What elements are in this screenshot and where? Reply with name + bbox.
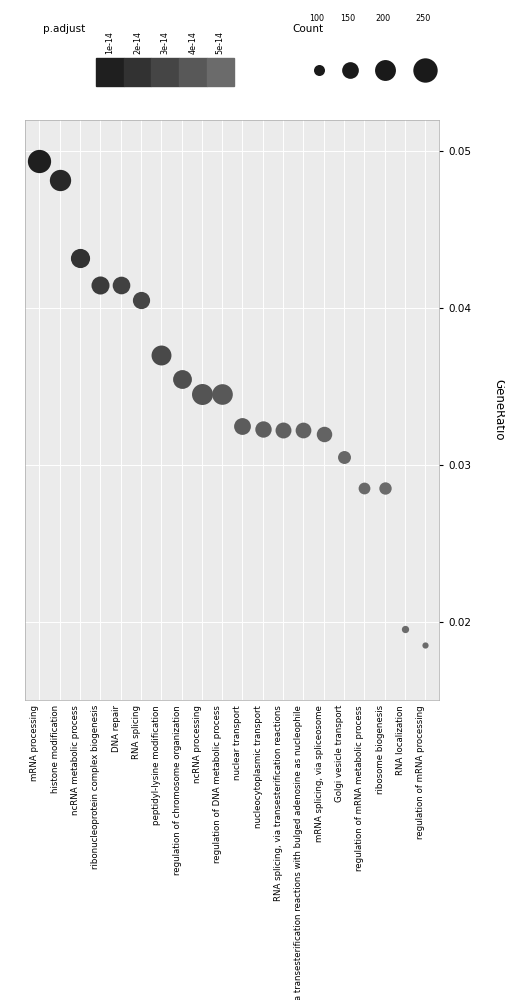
Text: ribonucleoprotein complex biogenesis: ribonucleoprotein complex biogenesis bbox=[91, 705, 100, 869]
Point bbox=[238, 418, 246, 434]
Point bbox=[117, 277, 125, 293]
FancyBboxPatch shape bbox=[124, 58, 152, 86]
Point bbox=[380, 480, 388, 496]
Text: 5e-14: 5e-14 bbox=[216, 31, 225, 54]
Text: RNA splicing, via transesterification reactions: RNA splicing, via transesterification re… bbox=[274, 705, 283, 901]
Point bbox=[259, 421, 267, 437]
Point bbox=[320, 426, 328, 442]
Text: 250: 250 bbox=[416, 14, 431, 23]
Text: Count: Count bbox=[292, 24, 323, 34]
FancyBboxPatch shape bbox=[152, 58, 179, 86]
Text: DNA repair: DNA repair bbox=[112, 705, 121, 752]
Text: nuclear transport: nuclear transport bbox=[233, 705, 242, 780]
Text: RNA localization: RNA localization bbox=[396, 705, 405, 775]
Text: peptidyl-lysine modification: peptidyl-lysine modification bbox=[152, 705, 161, 825]
Point bbox=[198, 386, 206, 402]
Point bbox=[340, 449, 348, 465]
Text: 150: 150 bbox=[340, 14, 355, 23]
Text: mRNA processing: mRNA processing bbox=[30, 705, 39, 781]
Point bbox=[218, 386, 226, 402]
Text: Golgi vesicle transport: Golgi vesicle transport bbox=[335, 705, 344, 802]
Point bbox=[178, 371, 186, 387]
Text: ncRNA processing: ncRNA processing bbox=[193, 705, 202, 783]
Text: histone modification: histone modification bbox=[51, 705, 60, 793]
Text: ribosome biogenesis: ribosome biogenesis bbox=[376, 705, 384, 794]
Text: ncRNA metabolic process: ncRNA metabolic process bbox=[71, 705, 80, 815]
Point bbox=[56, 172, 64, 188]
Text: 3e-14: 3e-14 bbox=[161, 31, 170, 54]
Text: 100: 100 bbox=[309, 14, 324, 23]
Text: p.adjust: p.adjust bbox=[43, 24, 85, 34]
Point bbox=[279, 422, 287, 438]
Text: RNA splicing, via transesterification reactions with bulged adenosine as nucleop: RNA splicing, via transesterification re… bbox=[294, 705, 304, 1000]
Point bbox=[299, 422, 308, 438]
Text: RNA splicing: RNA splicing bbox=[132, 705, 141, 759]
FancyBboxPatch shape bbox=[96, 58, 124, 86]
Y-axis label: GeneRatio: GeneRatio bbox=[492, 379, 505, 441]
Point bbox=[35, 153, 43, 169]
Point bbox=[137, 292, 145, 308]
Point bbox=[157, 347, 165, 363]
Text: 2e-14: 2e-14 bbox=[133, 31, 142, 54]
Text: regulation of DNA metabolic process: regulation of DNA metabolic process bbox=[213, 705, 222, 863]
Text: regulation of mRNA processing: regulation of mRNA processing bbox=[416, 705, 425, 839]
Point bbox=[96, 277, 105, 293]
Text: regulation of chromosome organization: regulation of chromosome organization bbox=[173, 705, 182, 875]
Text: mRNA splicing, via spliceosome: mRNA splicing, via spliceosome bbox=[315, 705, 324, 842]
Text: 200: 200 bbox=[375, 14, 390, 23]
Point bbox=[421, 637, 429, 653]
FancyBboxPatch shape bbox=[207, 58, 234, 86]
Text: nucleocytoplasmic transport: nucleocytoplasmic transport bbox=[254, 705, 263, 828]
Text: 4e-14: 4e-14 bbox=[188, 31, 197, 54]
Point bbox=[76, 250, 84, 266]
Text: regulation of mRNA metabolic process: regulation of mRNA metabolic process bbox=[355, 705, 364, 871]
Point bbox=[360, 480, 368, 496]
Text: 1e-14: 1e-14 bbox=[106, 31, 115, 54]
FancyBboxPatch shape bbox=[179, 58, 207, 86]
Point bbox=[401, 621, 409, 637]
